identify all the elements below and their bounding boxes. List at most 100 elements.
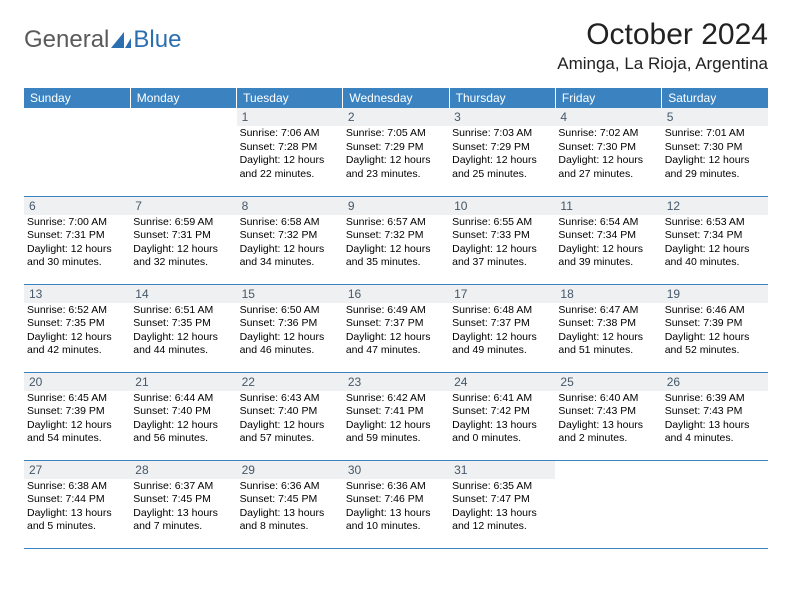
daylight-line: Daylight: 13 hours and 0 minutes. [452,419,552,446]
sunrise-line: Sunrise: 6:43 AM [240,392,340,406]
calendar-day-cell: 22Sunrise: 6:43 AMSunset: 7:40 PMDayligh… [237,372,343,460]
daylight-line: Daylight: 12 hours and 51 minutes. [558,331,658,358]
day-details: Sunrise: 7:05 AMSunset: 7:29 PMDaylight:… [343,127,449,182]
sunrise-line: Sunrise: 6:55 AM [452,216,552,230]
day-number: 16 [343,285,449,303]
day-details: Sunrise: 6:44 AMSunset: 7:40 PMDaylight:… [130,392,236,447]
daylight-line: Daylight: 13 hours and 10 minutes. [346,507,446,534]
calendar-day-cell: 23Sunrise: 6:42 AMSunset: 7:41 PMDayligh… [343,372,449,460]
daylight-line: Daylight: 12 hours and 25 minutes. [452,154,552,181]
sunset-line: Sunset: 7:43 PM [665,405,765,419]
day-number: 29 [237,461,343,479]
sunrise-line: Sunrise: 6:54 AM [558,216,658,230]
sunset-line: Sunset: 7:44 PM [27,493,127,507]
logo: General Blue [24,18,181,54]
sunrise-line: Sunrise: 6:51 AM [133,304,233,318]
daylight-line: Daylight: 12 hours and 22 minutes. [240,154,340,181]
daylight-line: Daylight: 12 hours and 39 minutes. [558,243,658,270]
calendar-day-cell: 1Sunrise: 7:06 AMSunset: 7:28 PMDaylight… [237,108,343,196]
sunset-line: Sunset: 7:47 PM [452,493,552,507]
daylight-line: Daylight: 13 hours and 7 minutes. [133,507,233,534]
sunrise-line: Sunrise: 6:58 AM [240,216,340,230]
daylight-line: Daylight: 12 hours and 47 minutes. [346,331,446,358]
calendar-day-cell: 8Sunrise: 6:58 AMSunset: 7:32 PMDaylight… [237,196,343,284]
day-number: 9 [343,197,449,215]
daylight-line: Daylight: 12 hours and 40 minutes. [665,243,765,270]
daylight-line: Daylight: 12 hours and 54 minutes. [27,419,127,446]
day-details: Sunrise: 6:45 AMSunset: 7:39 PMDaylight:… [24,392,130,447]
day-number: 4 [555,108,661,126]
day-details: Sunrise: 6:59 AMSunset: 7:31 PMDaylight:… [130,216,236,271]
calendar-week-row: 13Sunrise: 6:52 AMSunset: 7:35 PMDayligh… [24,284,768,372]
sunset-line: Sunset: 7:46 PM [346,493,446,507]
calendar-day-cell: 19Sunrise: 6:46 AMSunset: 7:39 PMDayligh… [662,284,768,372]
calendar-header-cell: Tuesday [237,88,343,108]
calendar-day-cell [555,460,661,548]
day-number: 18 [555,285,661,303]
day-details: Sunrise: 6:50 AMSunset: 7:36 PMDaylight:… [237,304,343,359]
day-details: Sunrise: 6:53 AMSunset: 7:34 PMDaylight:… [662,216,768,271]
calendar-day-cell: 5Sunrise: 7:01 AMSunset: 7:30 PMDaylight… [662,108,768,196]
day-details: Sunrise: 7:02 AMSunset: 7:30 PMDaylight:… [555,127,661,182]
daylight-line: Daylight: 12 hours and 42 minutes. [27,331,127,358]
sunset-line: Sunset: 7:30 PM [665,141,765,155]
day-number: 22 [237,373,343,391]
calendar-day-cell: 12Sunrise: 6:53 AMSunset: 7:34 PMDayligh… [662,196,768,284]
day-details: Sunrise: 6:48 AMSunset: 7:37 PMDaylight:… [449,304,555,359]
calendar-day-cell [130,108,236,196]
calendar-header-cell: Thursday [449,88,555,108]
day-details: Sunrise: 6:55 AMSunset: 7:33 PMDaylight:… [449,216,555,271]
calendar-day-cell: 28Sunrise: 6:37 AMSunset: 7:45 PMDayligh… [130,460,236,548]
calendar-day-cell: 27Sunrise: 6:38 AMSunset: 7:44 PMDayligh… [24,460,130,548]
sunset-line: Sunset: 7:31 PM [133,229,233,243]
sunrise-line: Sunrise: 6:45 AM [27,392,127,406]
day-details: Sunrise: 6:35 AMSunset: 7:47 PMDaylight:… [449,480,555,535]
daylight-line: Daylight: 12 hours and 23 minutes. [346,154,446,181]
day-details: Sunrise: 6:49 AMSunset: 7:37 PMDaylight:… [343,304,449,359]
sunset-line: Sunset: 7:41 PM [346,405,446,419]
calendar-day-cell: 16Sunrise: 6:49 AMSunset: 7:37 PMDayligh… [343,284,449,372]
calendar-header-cell: Saturday [662,88,768,108]
calendar-day-cell: 10Sunrise: 6:55 AMSunset: 7:33 PMDayligh… [449,196,555,284]
daylight-line: Daylight: 12 hours and 30 minutes. [27,243,127,270]
day-details: Sunrise: 6:54 AMSunset: 7:34 PMDaylight:… [555,216,661,271]
sunrise-line: Sunrise: 6:44 AM [133,392,233,406]
calendar-day-cell: 14Sunrise: 6:51 AMSunset: 7:35 PMDayligh… [130,284,236,372]
day-number: 14 [130,285,236,303]
sunrise-line: Sunrise: 7:01 AM [665,127,765,141]
calendar-day-cell: 15Sunrise: 6:50 AMSunset: 7:36 PMDayligh… [237,284,343,372]
calendar-day-cell: 2Sunrise: 7:05 AMSunset: 7:29 PMDaylight… [343,108,449,196]
daylight-line: Daylight: 12 hours and 59 minutes. [346,419,446,446]
day-number: 23 [343,373,449,391]
calendar-day-cell [662,460,768,548]
calendar-day-cell: 17Sunrise: 6:48 AMSunset: 7:37 PMDayligh… [449,284,555,372]
calendar-day-cell [24,108,130,196]
day-details: Sunrise: 6:36 AMSunset: 7:46 PMDaylight:… [343,480,449,535]
sail-icon [111,32,131,48]
sunset-line: Sunset: 7:38 PM [558,317,658,331]
sunset-line: Sunset: 7:32 PM [240,229,340,243]
header: General Blue October 2024 Aminga, La Rio… [24,18,768,74]
sunset-line: Sunset: 7:28 PM [240,141,340,155]
calendar-table: SundayMondayTuesdayWednesdayThursdayFrid… [24,88,768,549]
sunrise-line: Sunrise: 7:02 AM [558,127,658,141]
location: Aminga, La Rioja, Argentina [557,54,768,74]
daylight-line: Daylight: 13 hours and 4 minutes. [665,419,765,446]
day-details: Sunrise: 6:43 AMSunset: 7:40 PMDaylight:… [237,392,343,447]
day-details: Sunrise: 7:06 AMSunset: 7:28 PMDaylight:… [237,127,343,182]
sunrise-line: Sunrise: 6:49 AM [346,304,446,318]
daylight-line: Daylight: 13 hours and 8 minutes. [240,507,340,534]
calendar-week-row: 1Sunrise: 7:06 AMSunset: 7:28 PMDaylight… [24,108,768,196]
calendar-week-row: 20Sunrise: 6:45 AMSunset: 7:39 PMDayligh… [24,372,768,460]
daylight-line: Daylight: 13 hours and 5 minutes. [27,507,127,534]
daylight-line: Daylight: 12 hours and 27 minutes. [558,154,658,181]
daylight-line: Daylight: 12 hours and 52 minutes. [665,331,765,358]
day-number: 8 [237,197,343,215]
calendar-day-cell: 9Sunrise: 6:57 AMSunset: 7:32 PMDaylight… [343,196,449,284]
day-number: 2 [343,108,449,126]
day-number: 3 [449,108,555,126]
day-number: 26 [662,373,768,391]
daylight-line: Daylight: 12 hours and 35 minutes. [346,243,446,270]
sunset-line: Sunset: 7:33 PM [452,229,552,243]
sunset-line: Sunset: 7:45 PM [133,493,233,507]
